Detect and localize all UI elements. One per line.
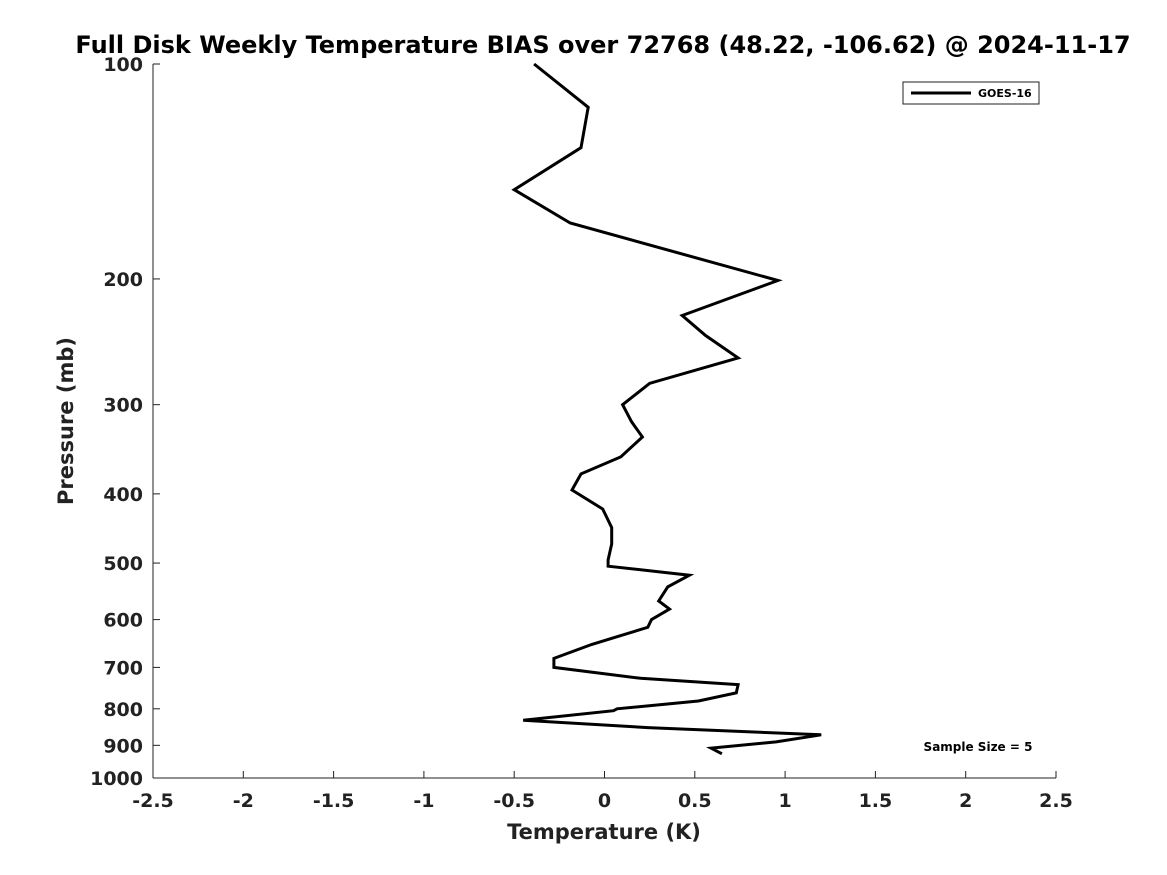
y-tick-label: 600: [103, 610, 143, 632]
x-tick-label: -1.5: [313, 790, 355, 812]
x-tick-label: 2.5: [1039, 790, 1073, 812]
x-tick-label: 0.5: [678, 790, 712, 812]
sample-size-annotation: Sample Size = 5: [924, 740, 1033, 754]
y-tick-label: 100: [103, 54, 143, 76]
x-tick-label: -2: [233, 790, 254, 812]
y-tick-label: 1000: [90, 768, 143, 790]
y-axis-ticks: 100 200 300 400 500 600 700 800 900 1000: [90, 54, 160, 790]
y-tick-label: 400: [103, 484, 143, 506]
x-tick-label: 1: [778, 790, 791, 812]
legend-label-goes-16: GOES-16: [978, 87, 1032, 100]
plot-area: [153, 64, 1056, 778]
chart-title: Full Disk Weekly Temperature BIAS over 7…: [75, 31, 1130, 59]
x-tick-label: 1.5: [859, 790, 893, 812]
x-tick-label: -2.5: [132, 790, 174, 812]
series-line-goes-16: [511, 62, 822, 756]
x-axis-title: Temperature (K): [507, 820, 701, 844]
legend: GOES-16: [902, 81, 1040, 105]
x-tick-label: 2: [959, 790, 972, 812]
y-axis-title: Pressure (mb): [54, 337, 78, 505]
y-tick-label: 200: [103, 269, 143, 291]
y-tick-label: 300: [103, 395, 143, 417]
x-tick-label: 0: [598, 790, 611, 812]
y-tick-label: 700: [103, 657, 143, 679]
x-tick-label: -0.5: [493, 790, 535, 812]
x-tick-label: -1: [413, 790, 434, 812]
y-tick-label: 900: [103, 735, 143, 757]
y-tick-label: 800: [103, 699, 143, 721]
x-axis-ticks: -2.5 -2 -1.5 -1 -0.5 0 0.5 1 1.5 2 2.5: [132, 771, 1073, 812]
y-tick-label: 500: [103, 553, 143, 575]
